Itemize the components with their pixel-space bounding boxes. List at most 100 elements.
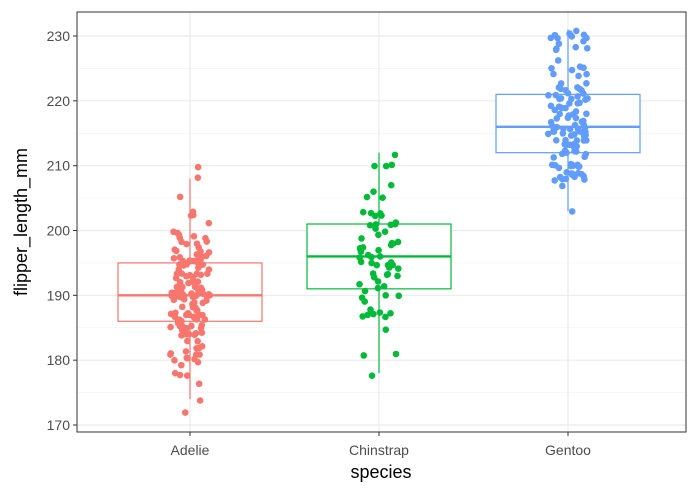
- data-point: [176, 278, 184, 286]
- data-point: [380, 283, 388, 290]
- data-point: [395, 292, 403, 300]
- x-tick-label: Gentoo: [545, 442, 591, 458]
- data-point: [359, 313, 366, 320]
- data-point: [373, 261, 381, 269]
- data-point: [204, 270, 211, 277]
- data-point: [368, 259, 375, 267]
- data-point: [167, 351, 174, 358]
- data-point: [193, 344, 200, 352]
- x-tick-label: Adelie: [171, 442, 210, 458]
- data-point: [371, 162, 378, 170]
- data-point: [545, 92, 552, 99]
- data-point: [567, 162, 575, 170]
- data-point: [197, 255, 205, 263]
- data-point: [391, 151, 399, 159]
- data-point: [205, 219, 213, 227]
- data-point: [554, 34, 561, 42]
- data-point: [580, 117, 587, 125]
- data-point: [385, 264, 393, 271]
- data-point: [580, 31, 588, 39]
- data-point: [185, 279, 192, 287]
- data-point: [176, 261, 183, 268]
- data-point: [575, 163, 583, 170]
- data-point: [168, 289, 176, 297]
- data-point: [199, 311, 206, 319]
- data-point: [178, 270, 186, 277]
- data-point: [358, 235, 365, 242]
- y-tick-label: 210: [47, 158, 71, 174]
- data-point: [580, 37, 587, 45]
- data-point: [568, 208, 576, 215]
- data-point: [384, 270, 392, 278]
- data-point: [173, 283, 181, 291]
- data-point: [199, 290, 207, 297]
- data-point: [194, 337, 201, 345]
- data-point: [170, 255, 178, 262]
- data-point: [550, 128, 558, 135]
- data-point: [382, 162, 390, 170]
- data-point: [382, 326, 390, 333]
- data-point: [167, 323, 174, 331]
- data-point: [370, 310, 377, 318]
- data-point: [388, 239, 396, 247]
- data-point: [379, 194, 386, 202]
- grid: [77, 12, 686, 432]
- data-point: [568, 95, 575, 103]
- data-point: [376, 253, 384, 260]
- data-point: [184, 337, 191, 345]
- data-point: [369, 270, 377, 277]
- data-point: [381, 228, 389, 236]
- data-point: [195, 380, 203, 388]
- panel-border: [76, 11, 687, 433]
- data-point: [372, 221, 380, 228]
- data-point: [198, 329, 206, 336]
- jitter-points: [167, 27, 591, 416]
- data-point: [554, 57, 562, 64]
- data-point: [178, 361, 185, 369]
- data-point: [356, 254, 363, 261]
- data-point: [375, 231, 382, 239]
- data-point: [172, 274, 180, 282]
- data-point: [584, 95, 591, 102]
- data-point: [559, 130, 567, 137]
- data-point: [194, 174, 202, 181]
- data-point: [190, 233, 198, 240]
- data-point: [375, 246, 382, 254]
- data-point: [564, 89, 572, 97]
- data-point: [178, 332, 185, 339]
- y-axis: 170 180 190 200 210 220 230: [47, 28, 77, 433]
- data-point: [580, 64, 587, 72]
- data-point: [392, 350, 400, 358]
- data-point: [178, 303, 186, 311]
- data-point: [388, 161, 396, 169]
- data-point: [192, 304, 199, 311]
- data-point: [361, 287, 369, 295]
- data-point: [574, 93, 581, 100]
- data-point: [552, 136, 560, 144]
- data-point: [198, 342, 206, 350]
- data-point: [191, 331, 198, 339]
- data-point: [181, 409, 189, 416]
- data-point: [356, 280, 363, 288]
- data-point: [575, 72, 582, 80]
- data-point: [581, 124, 589, 132]
- data-point: [574, 125, 582, 133]
- data-point: [183, 354, 191, 362]
- x-tick-label: Chinstrap: [349, 442, 409, 458]
- data-point: [583, 70, 590, 78]
- data-point: [191, 355, 198, 363]
- data-point: [197, 284, 205, 292]
- data-point: [176, 193, 184, 201]
- data-point: [563, 168, 570, 176]
- data-point: [387, 181, 395, 189]
- data-point: [195, 264, 202, 272]
- data-point: [544, 130, 552, 138]
- y-tick-label: 230: [47, 28, 71, 44]
- data-point: [551, 177, 558, 184]
- data-point: [182, 311, 190, 319]
- data-point: [190, 278, 197, 286]
- data-point: [183, 240, 190, 248]
- data-point: [171, 246, 179, 254]
- data-point: [572, 43, 580, 51]
